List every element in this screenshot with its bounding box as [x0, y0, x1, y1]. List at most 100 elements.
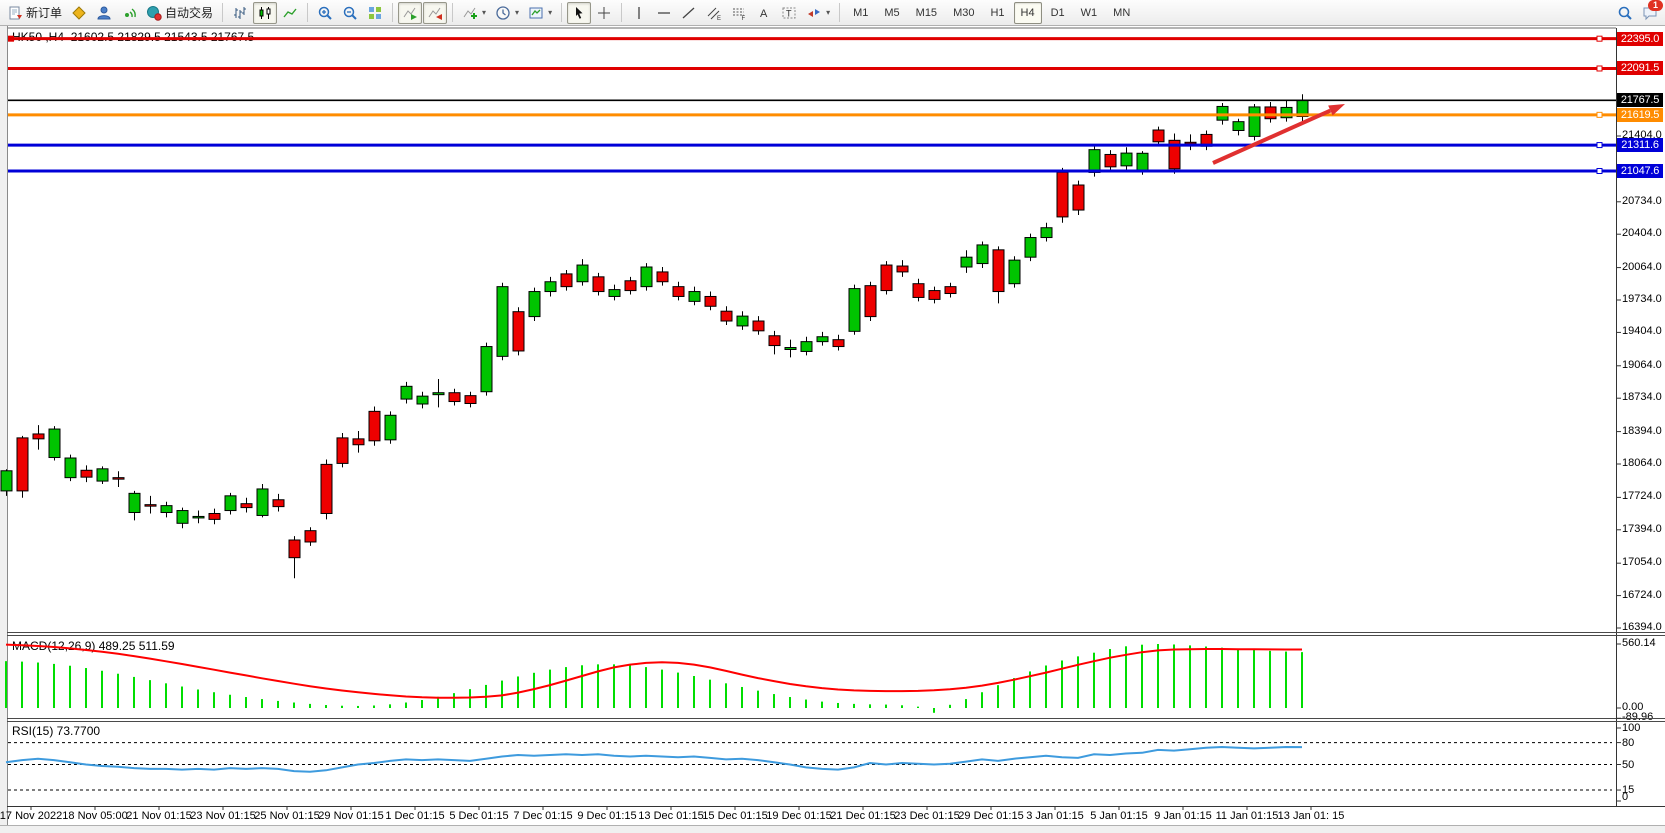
price-tick-label: 17724.0	[1622, 490, 1662, 503]
price-tick-label: 16724.0	[1622, 588, 1662, 601]
line-chart-button[interactable]	[278, 2, 302, 24]
timeframe-H1[interactable]: H1	[983, 2, 1011, 24]
timeframe-M1[interactable]: M1	[846, 2, 875, 24]
candle	[640, 266, 653, 288]
horizontal-line-22091.5[interactable]	[8, 65, 1616, 72]
dropdown-caret: ▾	[482, 8, 487, 17]
timeframe-W1[interactable]: W1	[1074, 2, 1105, 24]
time-axis-label: 11 Jan 01:15	[1215, 810, 1279, 822]
vertical-line-button[interactable]	[627, 2, 651, 24]
rsi-axis-label: 50	[1622, 758, 1635, 771]
candle	[528, 291, 541, 318]
horizontal-line-21619.5[interactable]	[8, 111, 1616, 118]
candle	[1040, 227, 1053, 239]
macd-indicator-label: MACD(12,26,9) 489.25 511.59	[12, 639, 175, 653]
trend-arrow-annotation[interactable]	[1212, 104, 1345, 165]
cursor-button[interactable]	[567, 1, 592, 24]
text-button[interactable]: A	[752, 2, 776, 24]
trendline-icon	[681, 5, 697, 21]
toolbar-separator	[621, 3, 623, 22]
new-order-icon	[7, 5, 23, 21]
price-tick-label: 17054.0	[1622, 556, 1662, 569]
search-button[interactable]	[1613, 2, 1637, 24]
bar-chart-button[interactable]	[228, 2, 252, 24]
candle	[1216, 105, 1229, 121]
candle	[736, 315, 749, 327]
price-badge-22091.5: 22091.5	[1617, 61, 1663, 76]
price-tick-label: 16394.0	[1622, 620, 1662, 633]
new-order-button[interactable]: 新订单	[3, 2, 66, 24]
rsi-indicator-label: RSI(15) 73.7700	[12, 724, 101, 738]
price-tick-label: 20734.0	[1622, 194, 1662, 207]
candle	[464, 395, 477, 405]
tile-windows-button[interactable]	[363, 2, 387, 24]
candle	[768, 335, 781, 347]
candle	[656, 271, 669, 283]
timeframe-MN[interactable]: MN	[1106, 2, 1137, 24]
toolbar-separator	[839, 3, 841, 22]
candle	[928, 290, 941, 300]
periods-button[interactable]: ▾	[491, 2, 523, 24]
line-chart-icon	[282, 5, 298, 21]
timeframe-M15[interactable]: M15	[909, 2, 944, 24]
horizontal-line-21311.6[interactable]	[8, 142, 1616, 149]
market-watch-icon	[71, 5, 87, 21]
candle	[1280, 106, 1293, 119]
fibonacci-button[interactable]: F	[727, 2, 751, 24]
profiles-button[interactable]	[92, 2, 116, 24]
candle	[432, 392, 445, 396]
zoom-out-icon	[342, 5, 358, 21]
timeframe-H4[interactable]: H4	[1013, 1, 1042, 24]
chart-shift-button[interactable]	[423, 1, 448, 24]
candle	[320, 463, 333, 514]
price-tick-label: 17394.0	[1622, 522, 1662, 535]
crosshair-button[interactable]	[592, 2, 616, 24]
timeframe-M30[interactable]: M30	[946, 2, 981, 24]
toolbar-separator	[392, 3, 394, 22]
zoom-out-button[interactable]	[338, 2, 362, 24]
market-watch-button[interactable]	[67, 2, 91, 24]
rsi-axis-label: 15	[1622, 784, 1635, 797]
notification-badge: 1	[1648, 0, 1663, 11]
arrows-button[interactable]: ▾	[802, 2, 834, 24]
price-tick-label: 18064.0	[1622, 456, 1662, 469]
trendline-button[interactable]	[677, 2, 701, 24]
price-tick-label: 19404.0	[1622, 325, 1662, 338]
crosshair-icon	[596, 5, 612, 21]
candle	[224, 495, 237, 512]
autotrading-icon	[146, 5, 162, 21]
candle	[32, 433, 45, 440]
horizontal-line-21047.6[interactable]	[8, 167, 1616, 174]
channel-button[interactable]: E	[702, 2, 726, 24]
autotrading-button[interactable]: 自动交易	[142, 2, 217, 24]
price-badge-21311.6: 21311.6	[1617, 138, 1663, 153]
candlestick-chart-button[interactable]	[253, 1, 278, 24]
timeframe-M5[interactable]: M5	[877, 2, 906, 24]
vertical-line-icon	[631, 5, 647, 21]
candle	[1136, 152, 1149, 172]
candle	[1296, 99, 1309, 118]
candle	[1072, 184, 1085, 211]
time-axis-label: 5 Dec 01:15	[449, 810, 509, 822]
candle	[896, 265, 909, 273]
signals-button[interactable]	[117, 2, 141, 24]
auto-scroll-button[interactable]	[398, 1, 423, 24]
horizontal-line-button[interactable]	[652, 2, 676, 24]
notifications-button[interactable]: 1	[1638, 0, 1663, 24]
time-axis-label: 15 Dec 01:15	[702, 810, 768, 822]
candle	[864, 285, 877, 318]
candle	[160, 505, 173, 514]
indicators-button[interactable]: ▾	[458, 2, 490, 24]
timeframe-D1[interactable]: D1	[1044, 2, 1072, 24]
candle	[560, 273, 573, 288]
zoom-in-button[interactable]	[313, 2, 337, 24]
macd-signal-line	[5, 643, 1302, 699]
templates-button[interactable]: ▾	[524, 2, 556, 24]
candle	[96, 468, 109, 482]
candle	[400, 385, 413, 400]
candle	[1168, 139, 1181, 170]
label-button[interactable]: T	[777, 2, 801, 24]
chart-window-left-edge	[0, 26, 8, 825]
price-badge-21619.5: 21619.5	[1617, 107, 1663, 122]
